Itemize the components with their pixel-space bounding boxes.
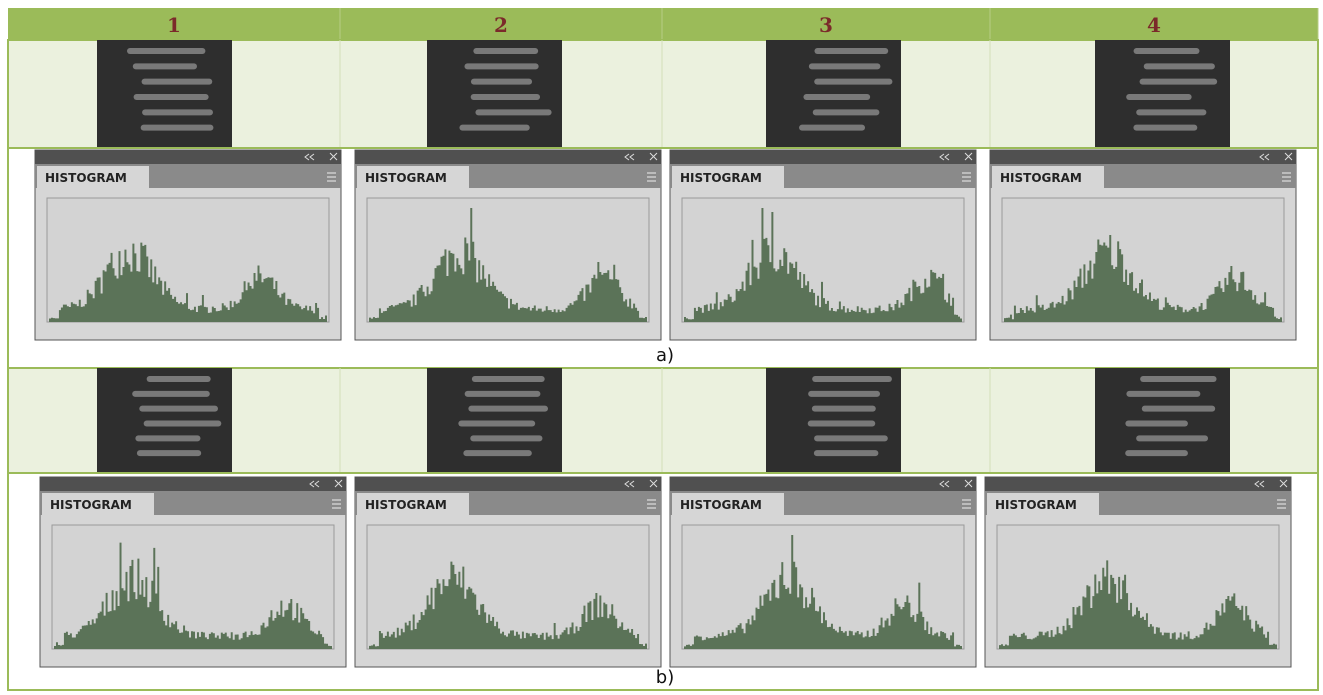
panel-tab-title: HISTOGRAM bbox=[365, 171, 447, 185]
glyph-stroke bbox=[147, 376, 211, 382]
glyph-stroke bbox=[1125, 450, 1188, 456]
header-row bbox=[8, 8, 1318, 40]
glyph-stroke bbox=[1144, 63, 1215, 69]
glyph-stroke bbox=[133, 63, 197, 69]
panel-tab-title: HISTOGRAM bbox=[1000, 171, 1082, 185]
glyph-stroke bbox=[1136, 435, 1208, 441]
glyph-stroke bbox=[812, 406, 876, 412]
glyph-stroke bbox=[809, 63, 881, 69]
column-header: 3 bbox=[819, 13, 833, 37]
panel-titlebar bbox=[355, 150, 661, 164]
column-header: 2 bbox=[494, 13, 508, 37]
panel-tab-title: HISTOGRAM bbox=[680, 171, 762, 185]
panel-tab-title: HISTOGRAM bbox=[995, 498, 1077, 512]
glyph-stroke bbox=[127, 48, 205, 54]
glyph-stroke bbox=[813, 109, 880, 115]
glyph-stroke bbox=[470, 435, 542, 441]
glyph-stroke bbox=[1140, 79, 1218, 85]
glyph-stroke bbox=[799, 125, 865, 131]
panel-titlebar bbox=[40, 477, 346, 491]
glyph-stroke bbox=[1140, 376, 1216, 382]
glyph-stroke bbox=[471, 79, 532, 85]
glyph-stroke bbox=[808, 391, 880, 397]
glyph-stroke bbox=[814, 79, 892, 85]
glyph-stroke bbox=[1142, 406, 1215, 412]
glyph-stroke bbox=[465, 391, 541, 397]
glyph-stroke bbox=[814, 435, 888, 441]
glyph-stroke bbox=[803, 94, 870, 100]
page: 1 2 3 4 HISTOGRAM HISTOGRAM HISTOGRAM HISTOGRAM… bbox=[0, 0, 1323, 695]
glyph-stroke bbox=[459, 125, 529, 131]
glyph-stroke bbox=[475, 109, 551, 115]
glyph-stroke bbox=[1133, 125, 1197, 131]
glyph-stroke bbox=[812, 376, 892, 382]
row-caption: b) bbox=[656, 667, 674, 688]
column-header: 1 bbox=[167, 13, 181, 37]
panel-tab-title: HISTOGRAM bbox=[680, 498, 762, 512]
glyph-stroke bbox=[135, 435, 200, 441]
panel-titlebar bbox=[355, 477, 661, 491]
column-header: 4 bbox=[1147, 13, 1161, 37]
panel-tab-title: HISTOGRAM bbox=[50, 498, 132, 512]
panel-titlebar bbox=[35, 150, 341, 164]
glyph-stroke bbox=[458, 421, 535, 427]
glyph-stroke bbox=[473, 48, 538, 54]
glyph-stroke bbox=[808, 421, 876, 427]
glyph-stroke bbox=[814, 450, 878, 456]
panel-tab-title: HISTOGRAM bbox=[45, 171, 127, 185]
glyph-stroke bbox=[463, 450, 531, 456]
glyph-stroke bbox=[141, 125, 214, 131]
glyph-stroke bbox=[134, 94, 209, 100]
glyph-stroke bbox=[137, 450, 201, 456]
panel-tab-title: HISTOGRAM bbox=[365, 498, 447, 512]
panel-titlebar bbox=[985, 477, 1291, 491]
panel-titlebar bbox=[670, 477, 976, 491]
glyph-stroke bbox=[472, 376, 545, 382]
glyph-stroke bbox=[139, 406, 218, 412]
glyph-stroke bbox=[1126, 391, 1200, 397]
glyph-stroke bbox=[468, 406, 548, 412]
glyph-stroke bbox=[814, 48, 888, 54]
glyph-stroke bbox=[144, 421, 222, 427]
glyph-stroke bbox=[464, 63, 538, 69]
row-caption: a) bbox=[656, 345, 674, 366]
glyph-stroke bbox=[1136, 109, 1206, 115]
glyph-stroke bbox=[1126, 94, 1191, 100]
panel-titlebar bbox=[990, 150, 1296, 164]
glyph-stroke bbox=[1125, 421, 1188, 427]
glyph-stroke bbox=[1134, 48, 1200, 54]
glyph-stroke bbox=[471, 94, 540, 100]
panel-titlebar bbox=[670, 150, 976, 164]
glyph-stroke bbox=[132, 391, 210, 397]
glyph-stroke bbox=[142, 79, 213, 85]
glyph-stroke bbox=[142, 109, 213, 115]
